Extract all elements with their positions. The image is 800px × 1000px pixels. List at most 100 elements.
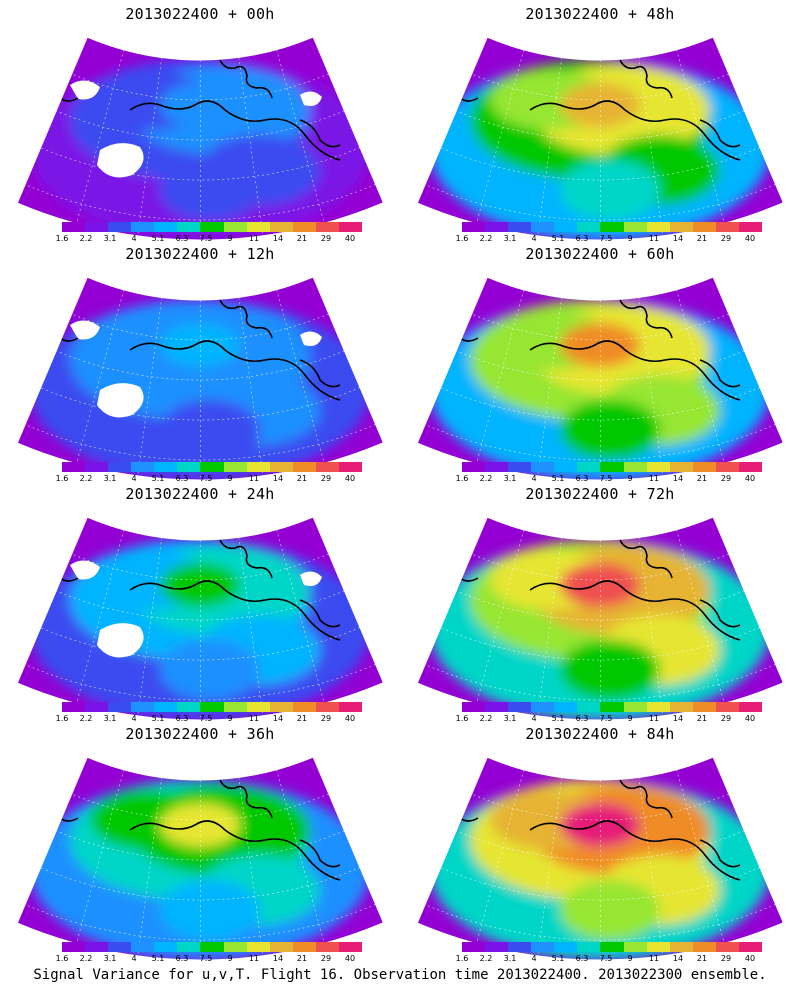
- figure-caption: Signal Variance for u,v,T. Flight 16. Ob…: [33, 967, 767, 983]
- colorbar-swatch: [485, 462, 509, 472]
- colorbar-swatch: [715, 222, 739, 232]
- colorbar-labels: 1.6 2.2 3.1 4 5.1 6.3 7.5 9 11 14 21 29 40: [455, 474, 775, 484]
- colorbar-swatch: [62, 942, 86, 952]
- colorbar-swatch: [462, 702, 486, 712]
- colorbar-tick-label: 14: [272, 954, 284, 963]
- map-panel: 2013022400 + 00h 1.6 2.2 3.1 4 5.1 6.3 7.5 9 11 14…: [0, 0, 400, 243]
- colorbar-tick-label: 29: [320, 714, 332, 723]
- colorbar-swatch: [669, 222, 693, 232]
- colorbar-swatch: [292, 702, 316, 712]
- colorbar-swatch: [338, 462, 363, 472]
- colorbar-tick-label: 6.3: [575, 714, 589, 723]
- colorbar-swatch: [269, 942, 293, 952]
- colorbar-swatch: [154, 222, 178, 232]
- colorbar-swatch: [623, 702, 647, 712]
- map-panel: 2013022400 + 84h 1.6 2.2 3.1 4 5.1 6.3 7.5 9 11 14…: [400, 720, 800, 963]
- colorbar-swatch: [62, 702, 86, 712]
- colorbar-swatch: [554, 462, 578, 472]
- colorbar-tick-label: 7.5: [599, 474, 613, 483]
- panel-title: 2013022400 + 72h: [525, 485, 675, 503]
- colorbar-tick-label: 3.1: [103, 234, 117, 243]
- colorbar-swatch: [577, 942, 601, 952]
- colorbar-tick-label: 29: [320, 234, 332, 243]
- colorbar-tick-label: 29: [720, 234, 732, 243]
- colorbar-tick-label: 29: [320, 474, 332, 483]
- colorbar-swatch: [600, 702, 624, 712]
- colorbar-swatch: [692, 702, 716, 712]
- colorbar-tick-label: 9: [627, 234, 633, 243]
- colorbar-tick-label: 4: [531, 474, 537, 483]
- colorbar-tick-label: 29: [320, 954, 332, 963]
- colorbar-tick-label: 11: [648, 954, 660, 963]
- colorbar-tick-label: 3.1: [103, 714, 117, 723]
- colorbar-swatch: [554, 702, 578, 712]
- colorbar-tick-label: 1.6: [55, 714, 69, 723]
- colorbar: [462, 942, 763, 952]
- colorbar-swatch: [292, 942, 316, 952]
- colorbar-labels: 1.6 2.2 3.1 4 5.1 6.3 7.5 9 11 14 21 29 40: [55, 954, 375, 964]
- variance-map: [416, 276, 785, 480]
- colorbar-swatch: [85, 222, 109, 232]
- colorbar-swatch: [62, 222, 86, 232]
- panel-title: 2013022400 + 84h: [525, 725, 675, 743]
- colorbar-swatch: [315, 462, 339, 472]
- colorbar-tick-label: 2.2: [79, 954, 93, 963]
- panel-title: 2013022400 + 12h: [125, 245, 275, 263]
- colorbar-tick-label: 2.2: [79, 714, 93, 723]
- map-panel: 2013022400 + 60h 1.6 2.2 3.1 4 5.1 6.3 7.5 9 11 14…: [400, 240, 800, 483]
- colorbar-tick-label: 4: [131, 474, 137, 483]
- colorbar-swatch: [646, 702, 670, 712]
- colorbar-swatch: [315, 942, 339, 952]
- colorbar-tick-label: 11: [648, 234, 660, 243]
- colorbar-labels: 1.6 2.2 3.1 4 5.1 6.3 7.5 9 11 14 21 29 40: [455, 234, 775, 244]
- colorbar-swatch: [85, 942, 109, 952]
- variance-map: [416, 516, 785, 720]
- colorbar-tick-label: 21: [296, 954, 308, 963]
- panel-title: 2013022400 + 00h: [125, 5, 275, 23]
- colorbar-swatch: [246, 222, 270, 232]
- panel-title: 2013022400 + 60h: [525, 245, 675, 263]
- colorbar-swatch: [692, 942, 716, 952]
- colorbar-swatch: [508, 222, 532, 232]
- panel-title: 2013022400 + 24h: [125, 485, 275, 503]
- colorbar-tick-label: 9: [627, 714, 633, 723]
- colorbar-swatch: [131, 462, 155, 472]
- colorbar-tick-label: 2.2: [479, 714, 493, 723]
- map-panel: 2013022400 + 48h 1.6 2.2 3.1 4 5.1 6.3 7.5 9 11 14…: [400, 0, 800, 243]
- colorbar-swatch: [508, 462, 532, 472]
- colorbar-tick-label: 29: [720, 714, 732, 723]
- colorbar-tick-label: 40: [744, 474, 756, 483]
- colorbar-tick-label: 6.3: [575, 954, 589, 963]
- colorbar-tick-label: 6.3: [175, 954, 189, 963]
- colorbar-tick-label: 3.1: [103, 474, 117, 483]
- colorbar-swatch: [154, 702, 178, 712]
- colorbar-tick-label: 7.5: [599, 234, 613, 243]
- colorbar-swatch: [200, 702, 224, 712]
- colorbar-tick-label: 29: [720, 954, 732, 963]
- colorbar-swatch: [269, 702, 293, 712]
- colorbar-tick-label: 11: [248, 714, 260, 723]
- colorbar-tick-label: 21: [696, 474, 708, 483]
- colorbar-swatch: [200, 942, 224, 952]
- colorbar-swatch: [108, 702, 132, 712]
- colorbar-tick-label: 5.1: [551, 954, 565, 963]
- colorbar-swatch: [692, 222, 716, 232]
- colorbar-swatch: [131, 702, 155, 712]
- colorbar-tick-label: 40: [344, 234, 356, 243]
- colorbar-tick-label: 1.6: [455, 954, 469, 963]
- colorbar-swatch: [554, 942, 578, 952]
- variance-map: [16, 276, 385, 480]
- colorbar-tick-label: 2.2: [479, 474, 493, 483]
- colorbar-swatch: [108, 942, 132, 952]
- colorbar-swatch: [269, 462, 293, 472]
- colorbar-tick-label: 9: [227, 714, 233, 723]
- colorbar-tick-label: 5.1: [151, 714, 165, 723]
- colorbar-tick-label: 40: [744, 234, 756, 243]
- colorbar-swatch: [485, 222, 509, 232]
- colorbar-tick-label: 5.1: [551, 474, 565, 483]
- colorbar: [462, 222, 763, 232]
- colorbar-tick-label: 4: [531, 714, 537, 723]
- colorbar-swatch: [292, 222, 316, 232]
- colorbar-swatch: [715, 702, 739, 712]
- colorbar-tick-label: 21: [296, 714, 308, 723]
